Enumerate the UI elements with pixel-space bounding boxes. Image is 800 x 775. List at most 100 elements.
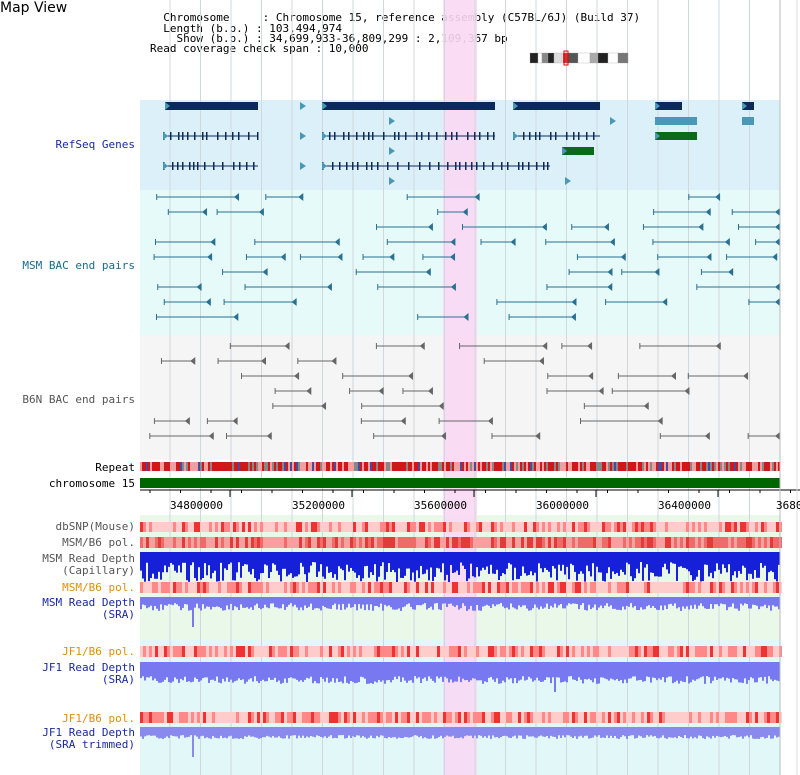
heatmap-cell	[368, 582, 371, 593]
heatmap-cell	[650, 712, 653, 723]
heatmap-cell	[530, 712, 533, 723]
heatmap-cell	[608, 712, 611, 723]
track-label-jf1-b6-pol-2[interactable]: JF1/B6 pol.	[62, 712, 135, 725]
heatmap-cell	[755, 646, 758, 657]
heatmap-cell	[575, 522, 578, 532]
repeat-element	[612, 462, 614, 471]
depth-bar	[542, 552, 544, 573]
depth-bar	[706, 727, 708, 737]
depth-bar	[776, 552, 778, 582]
heatmap-cell	[455, 537, 458, 548]
ideogram-band	[597, 52, 609, 64]
track-label-dbsnp[interactable]: dbSNP(Mouse)	[55, 520, 135, 533]
depth-bar	[556, 552, 558, 581]
gene-exon	[555, 132, 557, 140]
heatmap-cell	[614, 582, 617, 593]
heatmap-cell	[158, 582, 161, 593]
gene-arrow-icon	[322, 132, 327, 140]
heatmap-cell	[482, 582, 485, 593]
heatmap-cell	[755, 582, 758, 593]
heatmap-cell	[431, 582, 434, 593]
heatmap-cell	[263, 712, 266, 723]
heatmap-cell	[662, 646, 665, 657]
heatmap-cell	[209, 522, 212, 532]
repeat-element	[386, 462, 388, 471]
heatmap-cell	[164, 712, 167, 723]
depth-bar	[702, 597, 704, 607]
repeat-element	[634, 462, 636, 471]
depth-bar	[180, 727, 182, 736]
bac-end-arrow-icon	[450, 283, 456, 291]
depth-bar	[518, 552, 520, 579]
depth-bar	[740, 727, 742, 737]
repeat-element	[484, 462, 486, 471]
heatmap-cell	[206, 646, 209, 657]
depth-bar	[334, 552, 336, 575]
heatmap-cell	[683, 522, 686, 532]
track-label-jf1-depth-trimmed[interactable]: JF1 Read Depth	[42, 726, 135, 739]
track-label-msm-depth-sra[interactable]: MSM Read Depth	[42, 596, 135, 609]
depth-bar	[404, 597, 406, 607]
depth-bar	[532, 662, 534, 682]
heatmap-cell	[623, 537, 626, 548]
depth-bar	[638, 727, 640, 736]
gene-exon	[332, 162, 334, 170]
track-label-jf1-depth-sra[interactable]: JF1 Read Depth	[42, 661, 135, 674]
depth-bar	[574, 727, 576, 737]
heatmap-cell	[290, 646, 293, 657]
heatmap-cell	[506, 712, 509, 723]
depth-bar	[586, 662, 588, 680]
heatmap-cell	[755, 522, 758, 532]
track-label-msm-bac[interactable]: MSM BAC end pairs	[22, 259, 135, 272]
track-label-b6n-bac[interactable]: B6N BAC end pairs	[22, 393, 135, 406]
repeat-element	[306, 462, 308, 471]
depth-bar	[262, 597, 264, 609]
depth-bar	[364, 597, 366, 611]
depth-bar	[606, 727, 608, 736]
heatmap-cell	[143, 582, 146, 593]
depth-bar	[544, 662, 546, 680]
depth-bar	[660, 552, 662, 577]
repeat-element	[364, 462, 366, 471]
depth-bar	[416, 727, 418, 736]
track-label-msm-b6-pol[interactable]: MSM/B6 pol.	[62, 536, 135, 549]
heatmap-cell	[647, 712, 650, 723]
track-label-jf1-b6-pol[interactable]: JF1/B6 pol.	[62, 645, 135, 658]
repeat-element	[188, 462, 190, 471]
depth-bar	[154, 662, 156, 679]
depth-bar	[332, 552, 334, 578]
gene-arrow-icon	[565, 177, 571, 185]
depth-bar	[528, 662, 530, 677]
repeat-element	[352, 462, 354, 471]
gene-exon	[394, 132, 396, 140]
depth-bar	[430, 552, 432, 568]
heatmap-cell	[533, 646, 536, 657]
heatmap-cell	[191, 712, 194, 723]
track-label-msm-depth-capillary[interactable]: MSM Read Depth	[42, 552, 135, 565]
heatmap-cell	[218, 646, 221, 657]
heatmap-cell	[440, 646, 443, 657]
depth-bar	[358, 552, 360, 576]
bac-end-arrow-icon	[588, 372, 594, 380]
track-label-refseq[interactable]: RefSeq Genes	[55, 138, 135, 151]
heatmap-cell	[563, 712, 566, 723]
depth-bar	[184, 552, 186, 563]
depth-bar	[596, 597, 598, 611]
heatmap-cell	[776, 522, 779, 532]
repeat-element	[300, 462, 302, 471]
track-label-msm-b6-pol-2[interactable]: MSM/B6 pol.	[62, 581, 135, 594]
depth-bar	[732, 597, 734, 604]
depth-bar	[690, 552, 692, 576]
depth-bar	[234, 597, 236, 607]
bac-end-arrow-icon	[331, 357, 337, 365]
depth-bar	[740, 597, 742, 604]
depth-bar	[208, 597, 210, 607]
depth-bar	[750, 552, 752, 574]
depth-bar	[212, 597, 214, 607]
heatmap-cell	[614, 712, 617, 723]
depth-bar	[556, 662, 558, 678]
depth-bar	[734, 662, 736, 680]
bac-end-arrow-icon	[603, 223, 609, 231]
bac-end-arrow-icon	[260, 357, 266, 365]
